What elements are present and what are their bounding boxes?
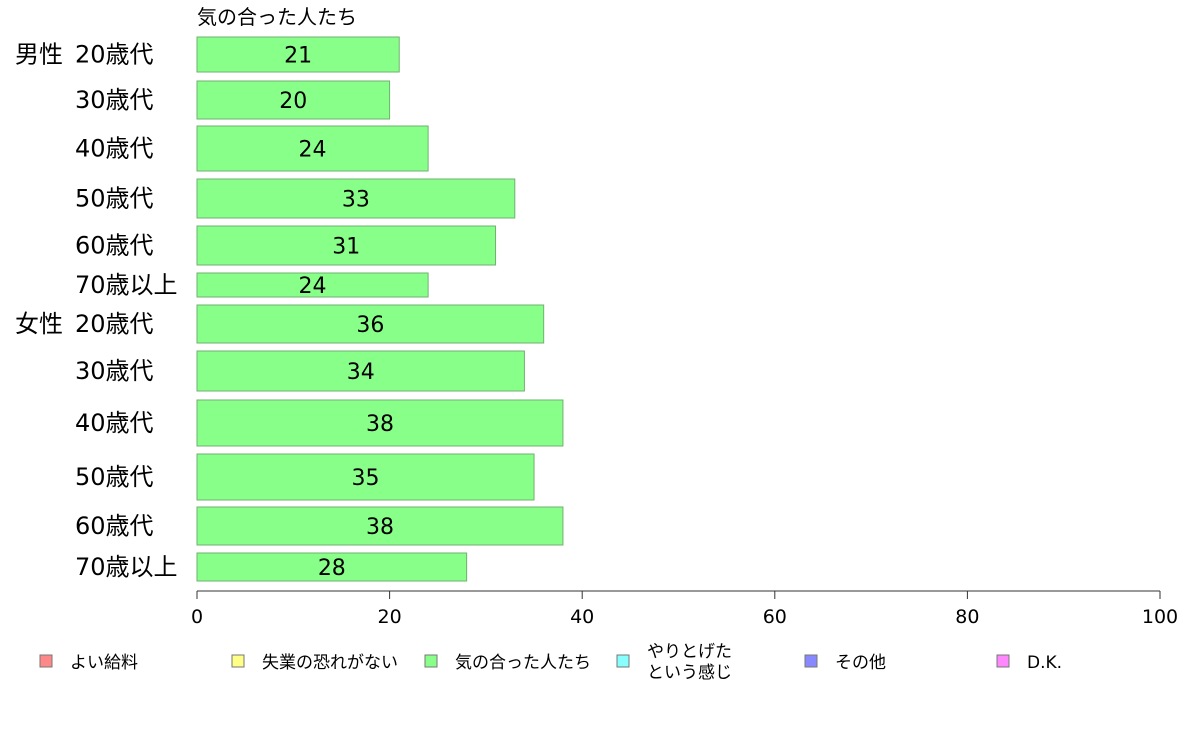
bar-value-label: 20 xyxy=(279,89,307,114)
bar-8 xyxy=(196,350,525,392)
bar-value-label: 38 xyxy=(366,515,394,540)
bar-4 xyxy=(196,178,516,219)
x-tick-label: 60 xyxy=(763,606,787,628)
legend-swatch xyxy=(616,654,630,668)
bar-value-label: 28 xyxy=(318,556,346,581)
bar-10 xyxy=(196,453,535,501)
legend-label: やりとげたという感じ xyxy=(647,642,732,683)
group-label: 女性 xyxy=(15,310,63,338)
x-tick-label: 20 xyxy=(378,606,402,628)
category-label: 50歳代 xyxy=(75,463,154,491)
bar-12 xyxy=(196,552,468,582)
legend-swatch xyxy=(424,654,438,668)
category-label: 20歳代 xyxy=(75,310,154,338)
bar-1 xyxy=(196,36,400,73)
category-label: 60歳代 xyxy=(75,512,154,540)
chart-title: 気の合った人たち xyxy=(197,5,357,29)
x-tick-label: 80 xyxy=(955,606,979,628)
legend-swatch xyxy=(996,654,1010,668)
category-label: 40歳代 xyxy=(75,135,154,163)
legend-label: その他 xyxy=(835,653,886,673)
legend-label: D.K. xyxy=(1027,653,1062,673)
category-label: 70歳以上 xyxy=(75,553,178,581)
bar-7 xyxy=(196,304,545,344)
legend-label: 失業の恐れがない xyxy=(262,653,398,673)
bar-value-label: 24 xyxy=(299,138,327,163)
legend-label: よい給料 xyxy=(70,653,138,673)
bar-5 xyxy=(196,225,497,266)
group-label: 男性 xyxy=(15,41,63,69)
legend-swatch xyxy=(231,654,245,668)
category-label: 40歳代 xyxy=(75,409,154,437)
bar-value-label: 34 xyxy=(347,360,375,385)
bar-11 xyxy=(196,506,564,546)
bar-3 xyxy=(196,125,429,172)
bar-value-label: 38 xyxy=(366,412,394,437)
category-label: 30歳代 xyxy=(75,357,154,385)
legend-swatch xyxy=(39,654,53,668)
category-label: 20歳代 xyxy=(75,41,154,69)
bar-value-label: 36 xyxy=(356,313,384,338)
category-label: 30歳代 xyxy=(75,86,154,114)
bar-6 xyxy=(196,272,429,298)
legend-swatch xyxy=(804,654,818,668)
x-tick-label: 100 xyxy=(1142,606,1178,628)
bar-value-label: 31 xyxy=(332,235,360,260)
category-label: 60歳代 xyxy=(75,232,154,260)
x-tick-label: 40 xyxy=(570,606,594,628)
bar-2 xyxy=(196,80,391,120)
category-label: 70歳以上 xyxy=(75,271,178,299)
legend-label: 気の合った人たち xyxy=(455,653,591,673)
bar-value-label: 24 xyxy=(299,274,327,299)
bar-value-label: 21 xyxy=(284,44,312,69)
bar-value-label: 33 xyxy=(342,188,370,213)
bar-9 xyxy=(196,399,564,447)
bar-value-label: 35 xyxy=(352,466,380,491)
category-label: 50歳代 xyxy=(75,185,154,213)
x-tick-label: 0 xyxy=(191,606,203,628)
